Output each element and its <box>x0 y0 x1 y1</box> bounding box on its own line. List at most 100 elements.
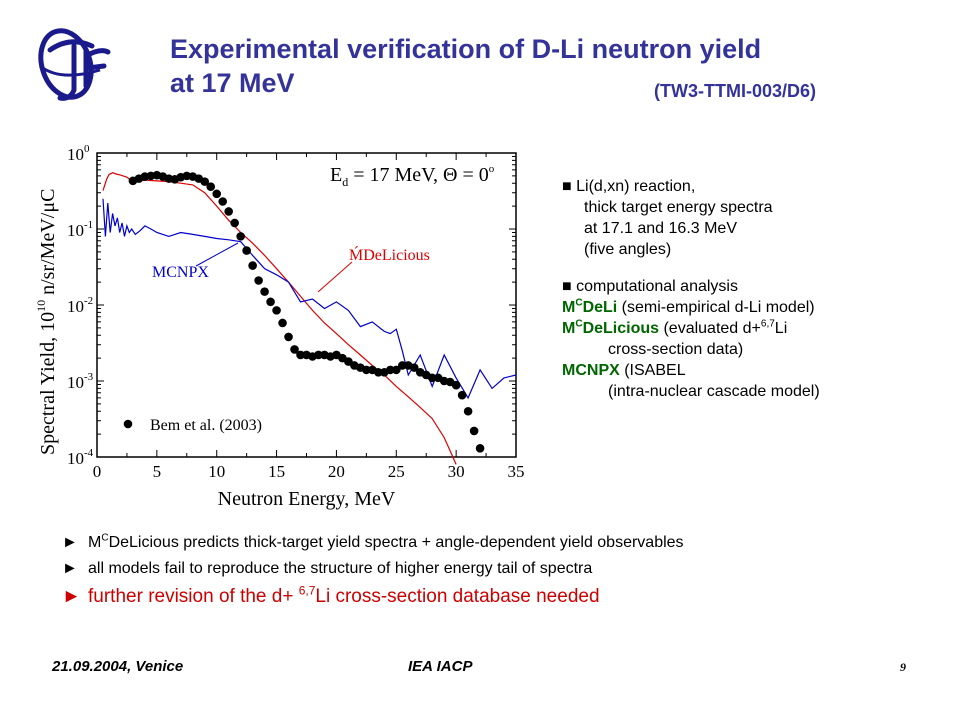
x-tick-label: 30 <box>448 462 465 481</box>
conclusion-3-sup: 6,7 <box>298 583 316 598</box>
mcdelicious-line-2: cross-section data) <box>608 341 744 358</box>
y-tick-label: 10-2 <box>67 295 93 316</box>
conclusion-2-text: all models fail to reproduce the structu… <box>88 560 593 577</box>
mcdelicious-line: MCDeLicious (evaluated d+6,7Li <box>562 318 952 339</box>
x-axis-label: Neutron Energy, MeV <box>218 488 396 510</box>
measured-point <box>290 345 299 354</box>
measured-point <box>230 218 239 228</box>
x-tick-label: 5 <box>153 462 162 481</box>
conclusion-2: ► all models fail to reproduce the struc… <box>62 556 942 582</box>
y-tick-label: 10-3 <box>67 371 94 392</box>
measured-point <box>254 276 263 285</box>
mcnpx-line-2: (intra-nuclear cascade model) <box>608 383 820 400</box>
mcnpx-curve <box>102 198 517 400</box>
measured-point <box>236 232 245 241</box>
plot-frame <box>96 152 517 458</box>
analysis-bullet: ■ computational analysis <box>562 278 738 295</box>
slide-title: Experimental verification of D-Li neutro… <box>170 32 890 101</box>
conclusion-1-c: C <box>101 532 109 544</box>
y-tick-label: 100 <box>67 143 90 164</box>
x-tick-label: 25 <box>388 462 405 481</box>
footer-event: IEA IACP <box>408 658 473 675</box>
tick-layer: 0 5 10 15 20 25 30 35 100 10-1 10-2 10-3 10-4 <box>67 143 525 481</box>
label-layer: Neutron Energy, MeV Spectral Yield, 1010 … <box>34 163 495 510</box>
y-axis-label: Spectral Yield, 1010 n/sr/MeV/μC <box>34 189 59 455</box>
mcdelicious-c: C <box>575 318 583 330</box>
reaction-bullet: ■ Li(d,xn) reaction, <box>562 178 696 195</box>
x-tick-label: 0 <box>93 462 102 481</box>
measured-point <box>475 444 485 453</box>
mcnpx-line: MCNPX (ISABEL <box>562 360 952 381</box>
measured-point <box>212 189 222 199</box>
conclusion-3-post: Li cross-section database needed <box>315 586 600 607</box>
page-number: 9 <box>900 660 906 674</box>
mcdeli-line: MCDeLi (semi-empirical d-Li model) <box>562 297 952 318</box>
conclusion-1: ► MCDeLicious predicts thick-target yiel… <box>62 530 942 556</box>
title-line-2-text: at 17 MeV <box>170 68 295 98</box>
y-tick-label: 10-4 <box>67 447 94 468</box>
legend-marker <box>123 419 133 429</box>
mcdeli-m: M <box>562 299 576 316</box>
conclusion-3: ► further revision of the d+ 6,7Li cross… <box>62 582 942 612</box>
conclusion-3-pre: further revision of the d+ <box>88 586 299 607</box>
mcdelicious-desc: (evaluated d+ <box>659 320 761 337</box>
arrow-icon: ► <box>62 560 78 577</box>
measured-point <box>266 297 275 307</box>
mcnpx-label: MCNPX <box>152 264 209 281</box>
x-tick-label: 20 <box>328 462 345 481</box>
mcdelicious-pointer <box>317 261 353 293</box>
measured-point <box>278 318 287 328</box>
reaction-line-4: (five angles) <box>584 241 672 258</box>
measured-point <box>248 261 257 270</box>
reaction-line-2: thick target energy spectra <box>584 199 773 216</box>
measured-point <box>272 306 281 315</box>
measured-point <box>284 332 293 342</box>
mcdelicious-desc2: Li <box>774 320 788 337</box>
mcnpx-name: MCNPX <box>562 362 620 379</box>
measured-point <box>374 368 383 377</box>
plot-frame-group <box>96 152 517 458</box>
measured-point <box>457 390 467 400</box>
mcdelicious-name: DeLicious <box>582 320 660 337</box>
x-tick-label: 15 <box>268 462 285 481</box>
measured-point <box>206 182 216 192</box>
measured-point <box>218 197 227 206</box>
measured-point <box>463 406 473 416</box>
mcdelicious-m: M <box>562 320 576 337</box>
measured-point <box>260 287 269 296</box>
measured-point <box>296 350 305 360</box>
x-tick-label: 10 <box>208 462 225 481</box>
reaction-line-3: at 17.1 and 16.3 MeV <box>584 220 737 237</box>
conclusion-1-text: DeLicious predicts thick-target yield sp… <box>108 534 684 551</box>
measured-point <box>362 365 371 375</box>
mcnpx-pointer <box>195 242 239 267</box>
mcdelicious-sup: 6,7 <box>760 318 775 330</box>
mcdelicious-label: ḾDeLicious <box>349 245 430 264</box>
conclusion-1-m: M <box>88 534 102 551</box>
measured-point <box>427 373 437 383</box>
measured-point <box>409 363 419 372</box>
title-line-1: Experimental verification of D-Li neutro… <box>170 34 762 64</box>
y-tick-label: 10-1 <box>67 219 93 240</box>
measured-point <box>451 380 461 390</box>
footer-date: 21.09.2004, Venice <box>52 658 184 675</box>
legend-label: Bem et al. (2003) <box>150 417 262 434</box>
title-line-2: at 17 MeV (TW3-TTMI-003/D6) <box>170 66 890 101</box>
arrow-icon: ► <box>62 586 81 607</box>
series-layer <box>102 170 517 465</box>
mcdelicious-curve <box>102 172 457 465</box>
measured-point <box>314 350 323 360</box>
mcdeli-name: DeLi <box>582 299 618 316</box>
x-tick-label: 35 <box>508 462 525 481</box>
measured-point <box>200 177 210 186</box>
measured-point <box>391 365 401 375</box>
measured-point <box>469 426 479 436</box>
condition-label: Ed = 17 MeV, Θ = 0o <box>330 163 495 189</box>
project-code: (TW3-TTMI-003/D6) <box>654 81 816 101</box>
mcdeli-desc: (semi-empirical d-Li model) <box>617 299 815 316</box>
conclusion-bullets: ► MCDeLicious predicts thick-target yiel… <box>62 530 942 612</box>
measured-point <box>397 361 407 370</box>
mcnpx-desc: (ISABEL <box>619 362 686 379</box>
measured-point <box>386 365 395 375</box>
